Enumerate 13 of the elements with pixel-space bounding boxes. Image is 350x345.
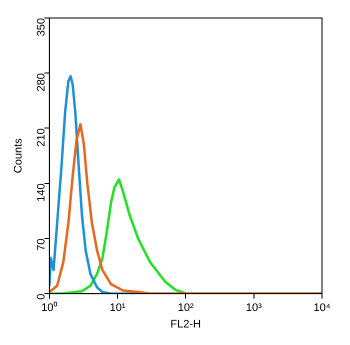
x-tick-label: 10² [178, 302, 194, 314]
y-tick-label: 0 [35, 294, 48, 300]
x-axis-title: FL2-H [170, 318, 202, 330]
y-axis-title: Counts [12, 138, 25, 174]
y-tick-label: 280 [35, 73, 48, 92]
y-tick-label: 210 [35, 128, 48, 147]
x-tick-label: 10¹ [110, 302, 126, 314]
y-tick-label: 350 [35, 18, 48, 36]
y-tick-label: 70 [35, 238, 48, 251]
x-tick-label: 10³ [246, 302, 262, 314]
x-tick-label: 10⁴ [314, 302, 331, 314]
y-tick-label: 140 [35, 183, 48, 202]
x-tick-label: 10⁰ [41, 301, 58, 314]
